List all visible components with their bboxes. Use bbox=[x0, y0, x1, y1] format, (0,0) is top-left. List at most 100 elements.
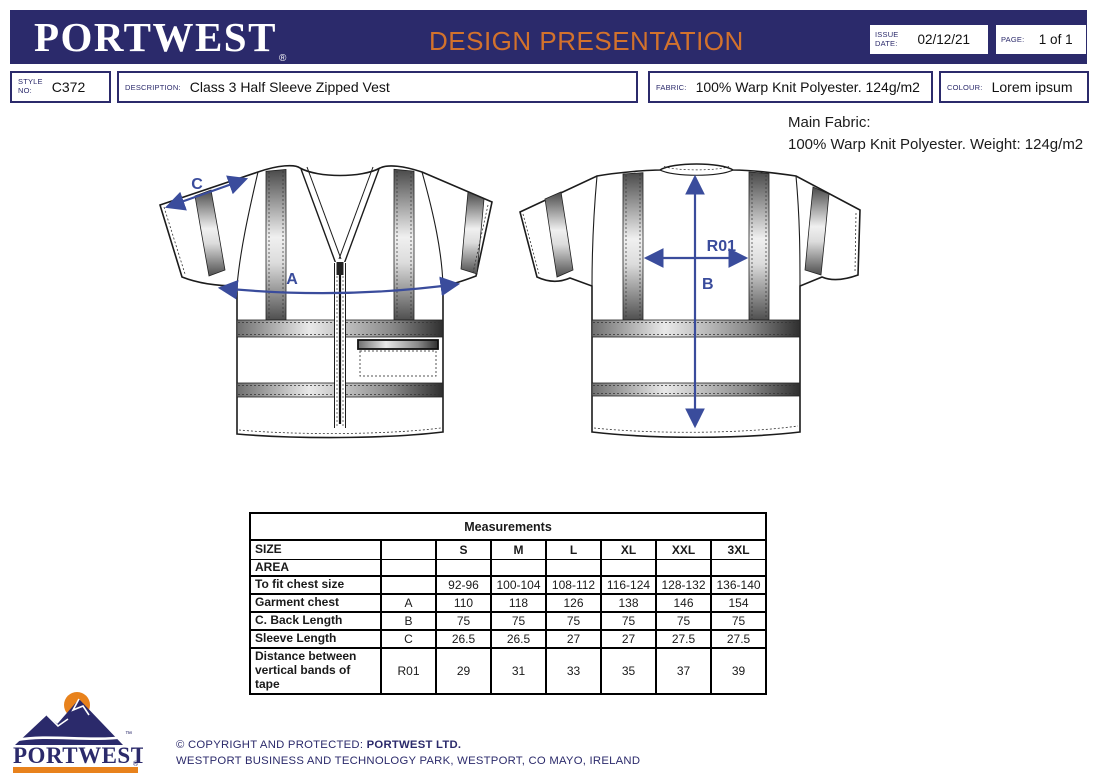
row-value: 154 bbox=[709, 593, 768, 614]
row-value: 75 bbox=[545, 611, 602, 632]
style-no-box: STYLE NO: C372 bbox=[10, 71, 111, 103]
style-no-label: STYLE NO: bbox=[18, 77, 43, 95]
description-box: DESCRIPTION: Class 3 Half Sleeve Zipped … bbox=[117, 71, 638, 103]
row-value: 116-124 bbox=[600, 575, 657, 596]
vneck-binding bbox=[300, 168, 337, 265]
row-code bbox=[380, 575, 437, 596]
measurements-table: Measurements SIZE S M L XL XXL 3XL AREA … bbox=[248, 512, 768, 695]
header-bar: PORTWEST ® DESIGN PRESENTATION ISSUE DATE… bbox=[10, 10, 1087, 64]
collar-stitching bbox=[663, 166, 730, 171]
row-label: To fit chest size bbox=[249, 575, 382, 596]
issue-date-box: ISSUE DATE: 02/12/21 bbox=[870, 25, 988, 54]
mountain-snow-detail bbox=[46, 714, 69, 728]
row-value: 31 bbox=[490, 647, 547, 695]
front-armhole-seam-right bbox=[421, 171, 444, 287]
row-value: 100-104 bbox=[490, 575, 547, 596]
footer-brand-logo: ™ PORTWEST ® bbox=[13, 692, 143, 773]
row-value: 39 bbox=[709, 647, 768, 695]
row-value: 136-140 bbox=[709, 575, 768, 596]
measure-label-b: B bbox=[702, 276, 714, 293]
table-row: Distance between vertical bands of tape … bbox=[249, 647, 768, 695]
row-value: 108-112 bbox=[545, 575, 602, 596]
table-title-row: Measurements bbox=[248, 512, 768, 541]
row-value: 27.5 bbox=[709, 629, 768, 650]
garment-technical-drawing: C A R01 B bbox=[159, 163, 861, 439]
hem-stitching bbox=[593, 425, 799, 433]
row-code: A bbox=[380, 593, 437, 614]
row-label: Sleeve Length bbox=[249, 629, 382, 650]
measure-label-a: A bbox=[286, 271, 298, 288]
measure-arrow-c bbox=[164, 175, 249, 211]
front-armhole-seam-left bbox=[236, 171, 259, 287]
row-value: 126 bbox=[545, 593, 602, 614]
footer-orange-bar bbox=[13, 767, 138, 773]
row-label: C. Back Length bbox=[249, 611, 382, 632]
registered-mark: ® bbox=[133, 760, 139, 768]
measure-label-r01: R01 bbox=[707, 238, 736, 255]
row-value: 118 bbox=[490, 593, 547, 614]
size-col: L bbox=[545, 539, 602, 560]
pocket-outline bbox=[359, 350, 437, 377]
copyright-block: © COPYRIGHT AND PROTECTED: PORTWEST LTD.… bbox=[176, 738, 640, 770]
row-value: 29 bbox=[435, 647, 492, 695]
row-code: B bbox=[380, 611, 437, 632]
row-value: 75 bbox=[655, 611, 712, 632]
reflective-tape bbox=[460, 191, 485, 275]
copyright-line: © COPYRIGHT AND PROTECTED: PORTWEST LTD. bbox=[176, 739, 462, 751]
row-value: 138 bbox=[600, 593, 657, 614]
pocket-flap-bar bbox=[357, 339, 439, 350]
table-title: Measurements bbox=[248, 512, 768, 541]
size-col: 3XL bbox=[709, 539, 768, 560]
description-label: DESCRIPTION: bbox=[125, 82, 181, 92]
row-code: C bbox=[380, 629, 437, 650]
table-size-row: SIZE S M L XL XXL 3XL bbox=[249, 539, 768, 560]
main-fabric-detail: 100% Warp Knit Polyester. Weight: 124g/m… bbox=[788, 135, 1084, 153]
document-title: DESIGN PRESENTATION bbox=[429, 26, 744, 56]
row-label: Distance between vertical bands of tape bbox=[249, 647, 382, 695]
mountain-water-line bbox=[16, 735, 126, 742]
size-header: SIZE bbox=[249, 539, 382, 560]
row-value: 27 bbox=[600, 629, 657, 650]
row-value: 146 bbox=[655, 593, 712, 614]
address-line: WESTPORT BUSINESS AND TECHNOLOGY PARK, W… bbox=[176, 754, 641, 767]
colour-value: Lorem ipsum bbox=[991, 79, 1073, 95]
size-col: XXL bbox=[655, 539, 712, 560]
area-header: AREA bbox=[249, 558, 382, 578]
measure-label-c: C bbox=[191, 176, 203, 193]
fabric-box: FABRIC: 100% Warp Knit Polyester. 124g/m… bbox=[648, 71, 933, 103]
vest-front-view: C A bbox=[159, 164, 493, 439]
back-armhole-seam-right bbox=[795, 175, 801, 287]
page-value: 1 of 1 bbox=[1038, 32, 1073, 47]
brand-logo-text: PORTWEST ® bbox=[34, 13, 288, 64]
table-row: Sleeve Length C 26.5 26.5 27 27 27.5 27.… bbox=[249, 629, 768, 650]
vneck-binding bbox=[343, 168, 380, 265]
vneck-binding bbox=[338, 166, 374, 260]
zipper-top-stop bbox=[336, 262, 344, 275]
row-value: 128-132 bbox=[655, 575, 712, 596]
page-label: PAGE: bbox=[1001, 35, 1025, 44]
row-value: 75 bbox=[490, 611, 547, 632]
registered-mark: ® bbox=[278, 53, 288, 64]
size-col: S bbox=[435, 539, 492, 560]
back-armhole-seam-left bbox=[591, 175, 598, 287]
description-value: Class 3 Half Sleeve Zipped Vest bbox=[189, 79, 390, 95]
size-code-cell bbox=[380, 539, 437, 560]
row-value: 26.5 bbox=[435, 629, 492, 650]
colour-box: COLOUR: Lorem ipsum bbox=[939, 71, 1089, 103]
issue-date-value: 02/12/21 bbox=[917, 32, 971, 47]
reflective-tape bbox=[544, 191, 574, 278]
row-value: 35 bbox=[600, 647, 657, 695]
issue-date-label: ISSUE DATE: bbox=[875, 29, 899, 48]
cuff-stitching bbox=[854, 212, 857, 273]
row-value: 75 bbox=[435, 611, 492, 632]
row-value: 27.5 bbox=[655, 629, 712, 650]
table-row: Garment chest A 110 118 126 138 146 154 bbox=[249, 593, 768, 614]
row-value: 33 bbox=[545, 647, 602, 695]
trademark-mark: ™ bbox=[125, 731, 132, 738]
row-value: 92-96 bbox=[435, 575, 492, 596]
row-code: R01 bbox=[380, 647, 437, 695]
size-col: M bbox=[490, 539, 547, 560]
row-value: 37 bbox=[655, 647, 712, 695]
vneck-binding bbox=[306, 166, 342, 260]
reflective-tape bbox=[804, 186, 830, 276]
